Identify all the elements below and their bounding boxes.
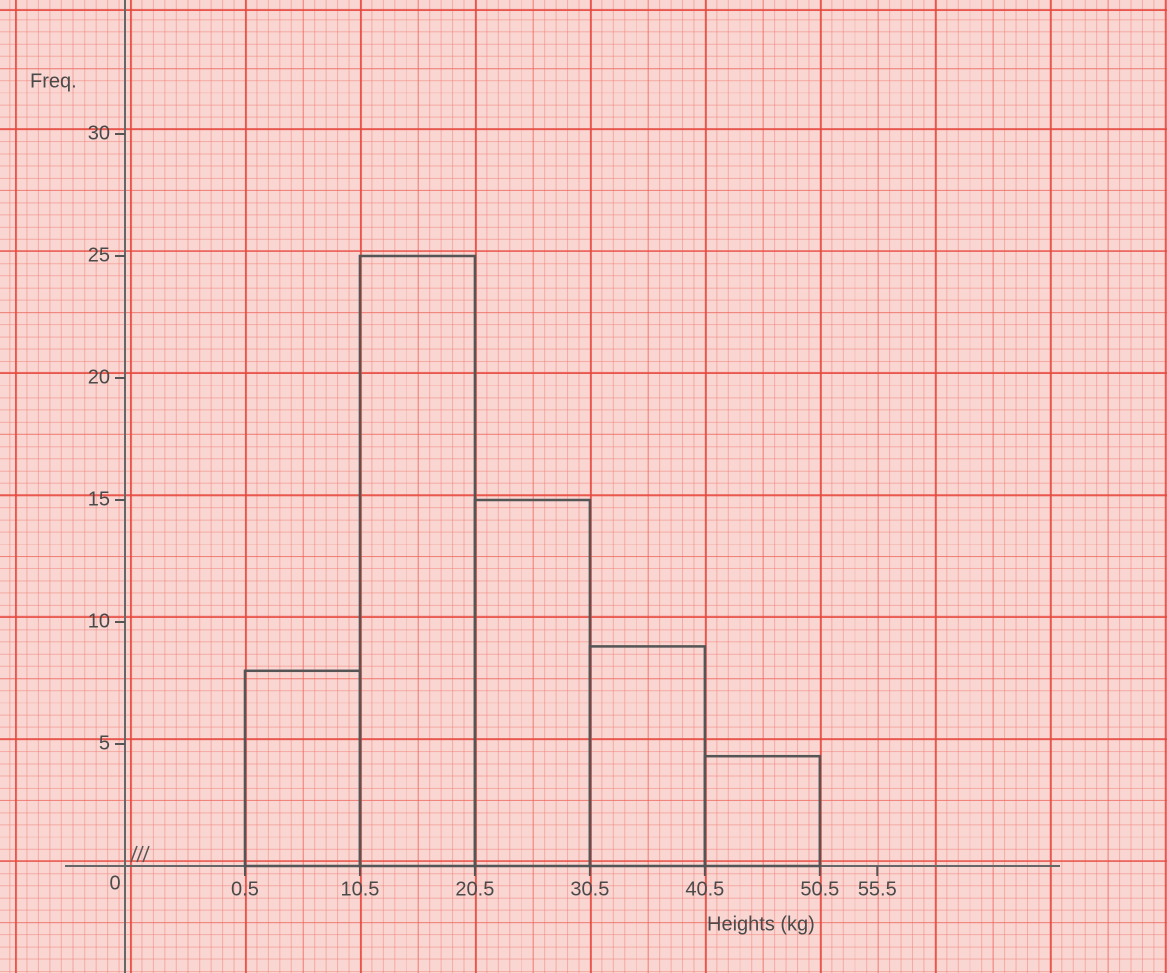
- axis-break: [130, 845, 150, 863]
- x-tick-label: 0.5: [231, 878, 259, 900]
- y-tick-label: 30: [88, 122, 110, 144]
- x-tick-label: 10.5: [340, 878, 379, 900]
- x-tick-label: 20.5: [455, 878, 494, 900]
- x-axis-label: Heights (kg): [707, 913, 815, 935]
- histogram-bar: [588, 645, 707, 868]
- x-tick-label: 40.5: [685, 878, 724, 900]
- y-axis-label: Freq.: [30, 70, 77, 92]
- origin-label: 0: [109, 872, 120, 894]
- y-tick-label: 10: [88, 610, 110, 632]
- x-tick-label: 50.5: [800, 878, 839, 900]
- x-tick-label: 55.5: [858, 878, 897, 900]
- histogram-bar: [358, 254, 477, 868]
- y-tick-label: 5: [99, 732, 110, 754]
- y-tick-label: 15: [88, 488, 110, 510]
- y-tick-label: 20: [88, 366, 110, 388]
- histogram-bar: [243, 669, 362, 868]
- x-tick-label: 30.5: [570, 878, 609, 900]
- histogram-bar: [703, 754, 822, 868]
- y-tick-label: 25: [88, 244, 110, 266]
- histogram-bar: [473, 498, 592, 868]
